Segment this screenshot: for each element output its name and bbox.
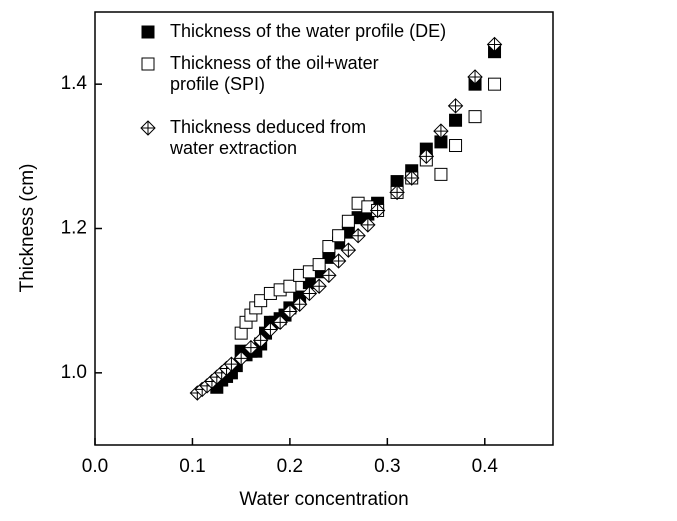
point	[330, 253, 347, 269]
point-shape	[350, 228, 366, 244]
point	[321, 267, 337, 284]
x-tick-label: 0.3	[374, 456, 400, 477]
point	[254, 294, 268, 308]
point	[272, 314, 288, 331]
legend-marker	[141, 57, 155, 71]
point-shape	[403, 170, 420, 186]
point	[449, 139, 463, 153]
legend-marker	[141, 25, 155, 39]
point	[311, 278, 327, 294]
point	[350, 228, 366, 244]
x-tick-label: 0.4	[472, 456, 499, 477]
point	[434, 167, 448, 181]
legend-label: Thickness of the oil+water profile (SPI)	[170, 53, 379, 94]
point-shape	[243, 339, 259, 356]
y-axis-label: Thickness (cm)	[17, 164, 38, 293]
point-shape	[360, 217, 376, 233]
point-shape	[340, 242, 357, 258]
point-shape	[330, 253, 347, 269]
point	[301, 285, 318, 302]
point	[447, 98, 464, 114]
point	[312, 258, 326, 272]
point	[467, 69, 483, 85]
point-shape	[223, 356, 240, 372]
point	[302, 265, 316, 279]
point-shape	[301, 285, 318, 302]
y-tick-label: 1.4	[61, 73, 88, 94]
point	[282, 303, 298, 320]
point	[341, 214, 355, 228]
point	[234, 326, 248, 340]
point	[233, 350, 249, 367]
point-shape	[467, 69, 483, 85]
point-shape	[486, 36, 503, 53]
point	[389, 184, 405, 201]
point	[332, 229, 346, 243]
point	[369, 202, 386, 219]
point	[291, 296, 308, 312]
point	[433, 123, 449, 139]
point	[486, 36, 503, 53]
y-tick-label: 1.0	[61, 362, 87, 383]
point	[262, 321, 279, 338]
point-shape	[252, 332, 269, 349]
point-shape	[321, 267, 337, 284]
point	[468, 110, 482, 124]
point	[283, 279, 297, 293]
legend-marker	[140, 120, 156, 136]
point	[322, 240, 336, 254]
point-shape	[447, 98, 464, 114]
point	[418, 148, 435, 165]
point-shape	[262, 321, 279, 338]
point-shape	[369, 202, 386, 219]
legend-label: Thickness deduced from water extraction	[170, 117, 367, 158]
x-tick-label: 0.1	[179, 456, 205, 477]
point	[252, 332, 269, 349]
x-tick-label: 0.2	[277, 456, 303, 477]
point	[223, 356, 240, 372]
point-shape	[282, 303, 298, 320]
point-shape	[291, 296, 308, 312]
y-tick-label: 1.2	[61, 218, 87, 239]
x-axis-label: Water concentration	[239, 489, 408, 510]
point	[488, 77, 502, 91]
point-shape	[233, 350, 249, 367]
point	[449, 113, 463, 127]
point-shape	[389, 184, 405, 201]
point-shape	[140, 120, 156, 136]
point	[243, 339, 259, 356]
point	[340, 242, 357, 258]
x-tick-label: 0.0	[82, 456, 108, 477]
point	[403, 170, 420, 186]
point	[360, 217, 376, 233]
legend-label: Thickness of the water profile (DE)	[170, 21, 447, 41]
point-shape	[311, 278, 327, 294]
point-shape	[272, 314, 288, 331]
point-shape	[418, 148, 435, 165]
point-shape	[433, 123, 449, 139]
